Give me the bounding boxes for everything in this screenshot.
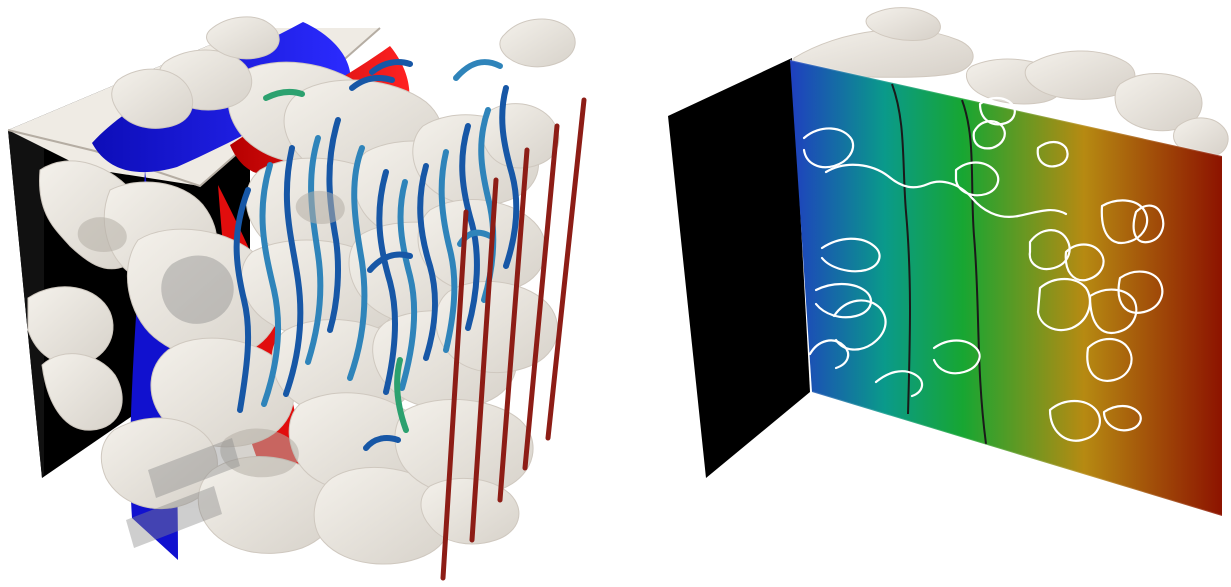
right-slice-edge-highlights: [789, 59, 1223, 517]
right-panel-svg: [668, 7, 1229, 517]
right-top-grains: [793, 7, 1229, 159]
right-back-wall: [668, 58, 810, 478]
right-contour-lines: [891, 83, 987, 445]
left-panel-svg: [7, 16, 587, 581]
right-slice-plane: [790, 60, 1222, 516]
right-pore-outlines: [802, 96, 1165, 442]
right-panel-3d-scalar-slice: [620, 0, 1231, 587]
streamlines-left: [233, 59, 520, 451]
probe-lines-left: [440, 97, 587, 581]
left-panel-3d-porous-flow: [7, 16, 587, 581]
watermark-shapes-left: [126, 255, 240, 548]
left-foreground-shadows: [77, 190, 345, 478]
